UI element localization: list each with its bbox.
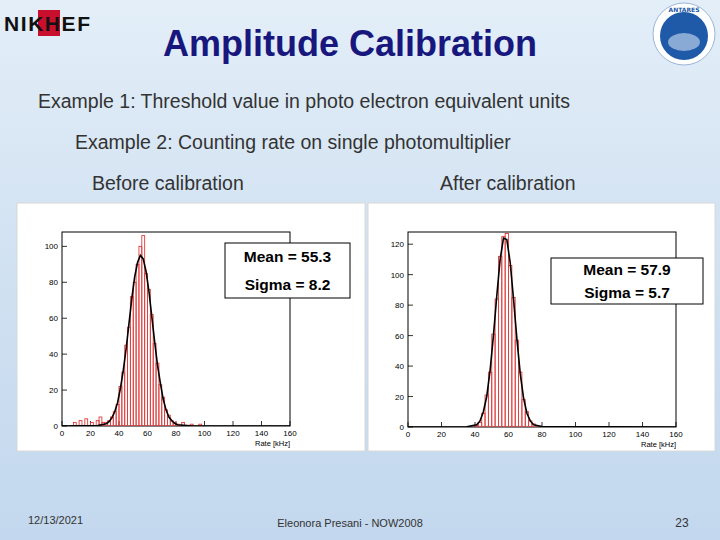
y-tick bbox=[408, 305, 413, 306]
logo-ring bbox=[653, 3, 715, 65]
x-tick-label: 100 bbox=[198, 429, 212, 438]
x-tick-label: 120 bbox=[226, 429, 240, 438]
y-tick-label: 40 bbox=[49, 350, 58, 359]
y-tick bbox=[62, 354, 67, 355]
y-tick bbox=[62, 246, 67, 247]
x-tick-label: 160 bbox=[669, 430, 683, 439]
histogram-bar bbox=[498, 256, 501, 427]
stats-text: Mean = 55.3 bbox=[244, 248, 332, 265]
x-tick-label: 20 bbox=[86, 429, 95, 438]
x-tick-label: 0 bbox=[406, 430, 411, 439]
y-tick bbox=[408, 335, 413, 336]
nikhef-logo: NIKHEF bbox=[4, 10, 90, 36]
x-tick-label: 120 bbox=[602, 430, 616, 439]
chart-title: Before calibration bbox=[92, 172, 244, 194]
y-tick-label: 60 bbox=[395, 332, 404, 341]
x-tick-label: 60 bbox=[504, 430, 513, 439]
x-tick-label: 60 bbox=[143, 429, 152, 438]
fit-curve bbox=[408, 238, 676, 427]
y-tick-label: 20 bbox=[395, 393, 404, 402]
chart-panel bbox=[17, 203, 365, 451]
stats-text: Sigma = 8.2 bbox=[245, 276, 331, 293]
chart-title: After calibration bbox=[440, 172, 575, 194]
footer-author: Eleonora Presani - NOW2008 bbox=[277, 517, 423, 529]
y-tick-label: 100 bbox=[45, 242, 59, 251]
text-line: Example 2: Counting rate on single photo… bbox=[75, 131, 511, 153]
x-axis-label: Rate [kHz] bbox=[255, 439, 290, 448]
logo-text: NIKHEF bbox=[4, 12, 90, 35]
y-tick bbox=[408, 396, 413, 397]
logo-disc bbox=[660, 12, 708, 60]
y-tick bbox=[408, 274, 413, 275]
antares-logo: ANTARES bbox=[653, 3, 715, 65]
x-tick-label: 140 bbox=[636, 430, 650, 439]
stats-frame bbox=[225, 243, 350, 298]
y-tick-label: 80 bbox=[49, 278, 58, 287]
x-axis-label: Rate [kHz] bbox=[641, 440, 676, 449]
footer-page: 23 bbox=[675, 516, 689, 530]
y-tick bbox=[62, 318, 67, 319]
y-tick-label: 0 bbox=[400, 423, 405, 432]
y-tick-label: 100 bbox=[391, 271, 405, 280]
title: Amplitude Calibration bbox=[163, 23, 537, 64]
y-tick bbox=[62, 390, 67, 391]
chart: Before calibration 0 20 40 60 80 100 120 140 160 0… bbox=[17, 172, 365, 451]
y-tick bbox=[408, 366, 413, 367]
footer-date: 12/13/2021 bbox=[28, 514, 83, 526]
x-tick-label: 0 bbox=[60, 429, 65, 438]
marks bbox=[408, 234, 676, 427]
y-tick bbox=[408, 244, 413, 245]
x-tick-label: 160 bbox=[283, 429, 297, 438]
x-tick-label: 40 bbox=[115, 429, 124, 438]
histogram-bar bbox=[85, 419, 88, 426]
plot-frame bbox=[408, 232, 676, 427]
histogram-bar bbox=[472, 427, 475, 428]
stats-frame bbox=[551, 258, 703, 304]
histogram-bar bbox=[509, 266, 512, 427]
x-tick-label: 20 bbox=[437, 430, 446, 439]
stats-text: Mean = 57.9 bbox=[583, 261, 671, 278]
histogram-bar bbox=[505, 234, 508, 427]
stats-text: Sigma = 5.7 bbox=[584, 284, 670, 301]
y-tick bbox=[62, 282, 67, 283]
stats-box: Mean = 55.3 Sigma = 8.2 bbox=[225, 243, 350, 298]
y-tick-label: 20 bbox=[49, 386, 58, 395]
x-tick-label: 100 bbox=[569, 430, 583, 439]
text-line: Example 1: Threshold value in photo elec… bbox=[38, 90, 570, 112]
y-tick-label: 0 bbox=[54, 422, 59, 431]
x-tick-label: 80 bbox=[172, 429, 181, 438]
stats-box: Mean = 57.9 Sigma = 5.7 bbox=[551, 258, 703, 304]
slide: NIKHEF ANTARES Amplitude Calibration Exampl… bbox=[0, 0, 720, 540]
histogram-bar bbox=[502, 237, 505, 427]
x-tick-label: 140 bbox=[255, 429, 269, 438]
logo-land bbox=[668, 33, 700, 51]
chart-panel bbox=[368, 203, 715, 451]
y-tick-label: 80 bbox=[395, 301, 404, 310]
y-tick-label: 60 bbox=[49, 314, 58, 323]
y-tick-label: 40 bbox=[395, 362, 404, 371]
chart: After calibration 0 20 40 60 80 100 120 140 160 0 2… bbox=[368, 172, 715, 451]
x-tick-label: 80 bbox=[538, 430, 547, 439]
y-tick-label: 120 bbox=[391, 240, 405, 249]
logo-text: ANTARES bbox=[669, 6, 700, 13]
x-tick-label: 40 bbox=[471, 430, 480, 439]
